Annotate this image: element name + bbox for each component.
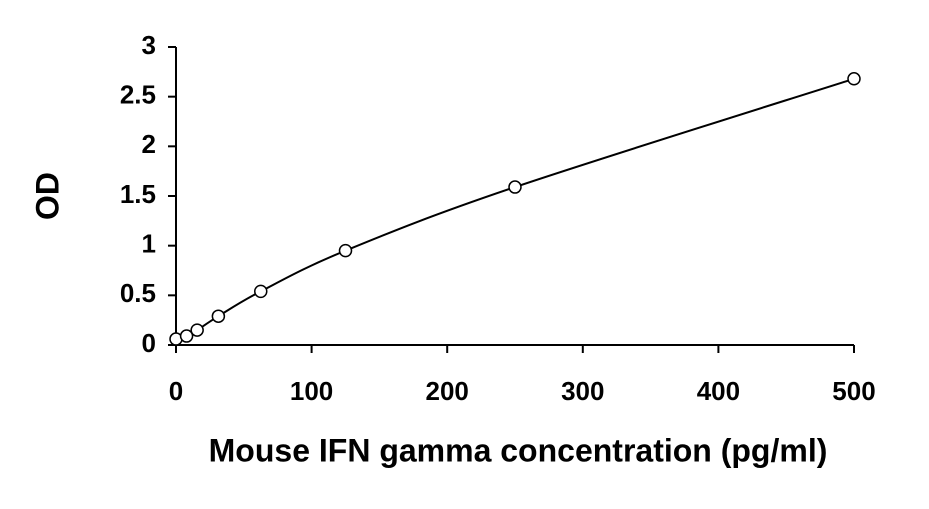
x-tick-label: 100 [290,376,333,406]
y-tick-label: 2.5 [120,80,156,110]
data-point [847,72,861,86]
x-tick-label: 200 [426,376,469,406]
x-axis-title: Mouse IFN gamma concentration (pg/ml) [209,432,828,468]
x-tick-label: 0 [169,376,183,406]
y-tick-label: 1 [142,229,156,259]
x-tick-label: 500 [832,376,875,406]
y-tick-label: 2 [142,129,156,159]
data-point [190,323,204,337]
y-tick-label: 0 [142,328,156,358]
y-tick-label: 1.5 [120,179,156,209]
data-point [179,329,194,343]
x-tick-label: 400 [697,376,740,406]
y-tick-label: 0.5 [120,278,156,308]
data-point [254,284,268,299]
data-point [338,243,353,258]
x-tick-label: 300 [561,376,604,406]
fit-curve [175,77,855,341]
y-axis-title: OD [29,172,65,220]
data-point [508,180,522,194]
data-point [211,309,226,323]
y-tick-label: 3 [142,30,156,60]
